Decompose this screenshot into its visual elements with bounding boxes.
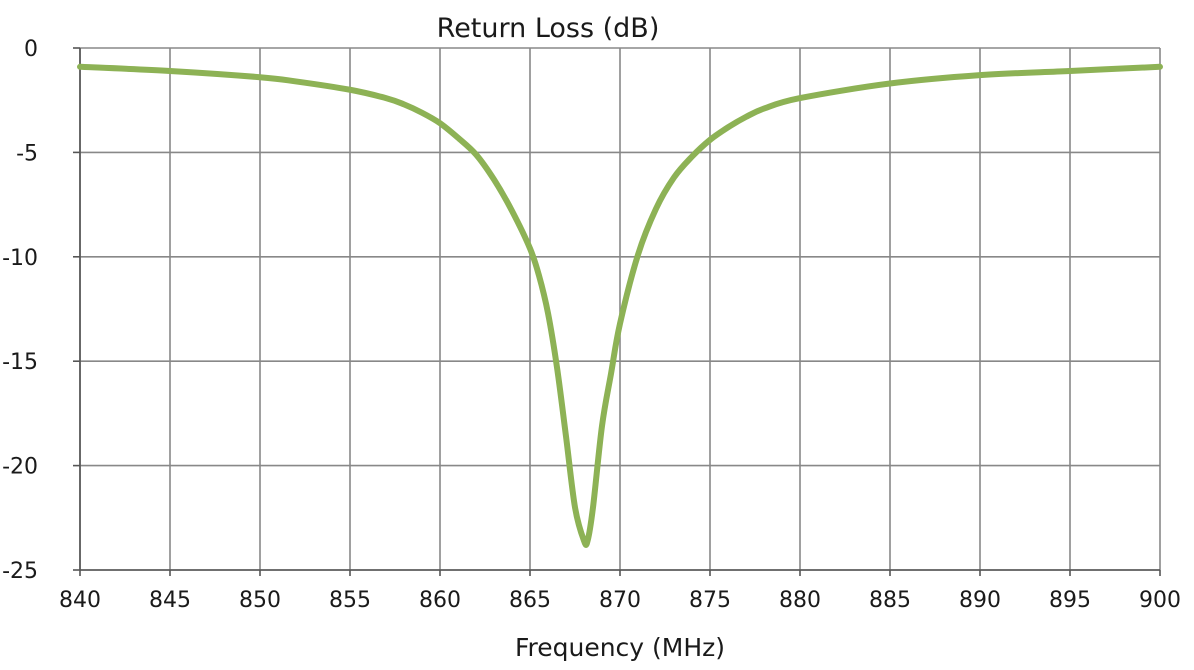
x-tick-label: 845 xyxy=(149,588,191,613)
grid xyxy=(79,47,1161,571)
chart-title: Return Loss (dB) xyxy=(437,13,660,44)
x-tick-label: 870 xyxy=(599,588,641,613)
x-tick-label: 895 xyxy=(1049,588,1091,613)
series xyxy=(77,63,1163,548)
x-tick-label: 860 xyxy=(419,588,461,613)
y-tick-label: -25 xyxy=(2,559,38,584)
x-tick-label: 850 xyxy=(239,588,281,613)
labels: 840 845 850 855 860 865 870 875 880 885 890 895 900 0… xyxy=(2,37,1181,613)
x-tick-label: 880 xyxy=(779,588,821,613)
x-tick-label: 885 xyxy=(869,588,911,613)
x-tick-label: 875 xyxy=(689,588,731,613)
x-axis-title: Frequency (MHz) xyxy=(515,633,725,662)
x-tick-label: 840 xyxy=(59,588,101,613)
x-tick-label: 900 xyxy=(1139,588,1181,613)
y-tick-label: -15 xyxy=(2,350,38,375)
x-tick-label: 865 xyxy=(509,588,551,613)
y-tick-label: -10 xyxy=(2,246,38,271)
axes xyxy=(73,47,1161,576)
return-loss-series-line xyxy=(77,63,1163,548)
x-tick-label: 855 xyxy=(329,588,371,613)
y-tick-label: -20 xyxy=(2,455,38,480)
y-tick-label: 0 xyxy=(24,37,38,62)
y-tick-label: -5 xyxy=(16,141,38,166)
x-tick-label: 890 xyxy=(959,588,1001,613)
